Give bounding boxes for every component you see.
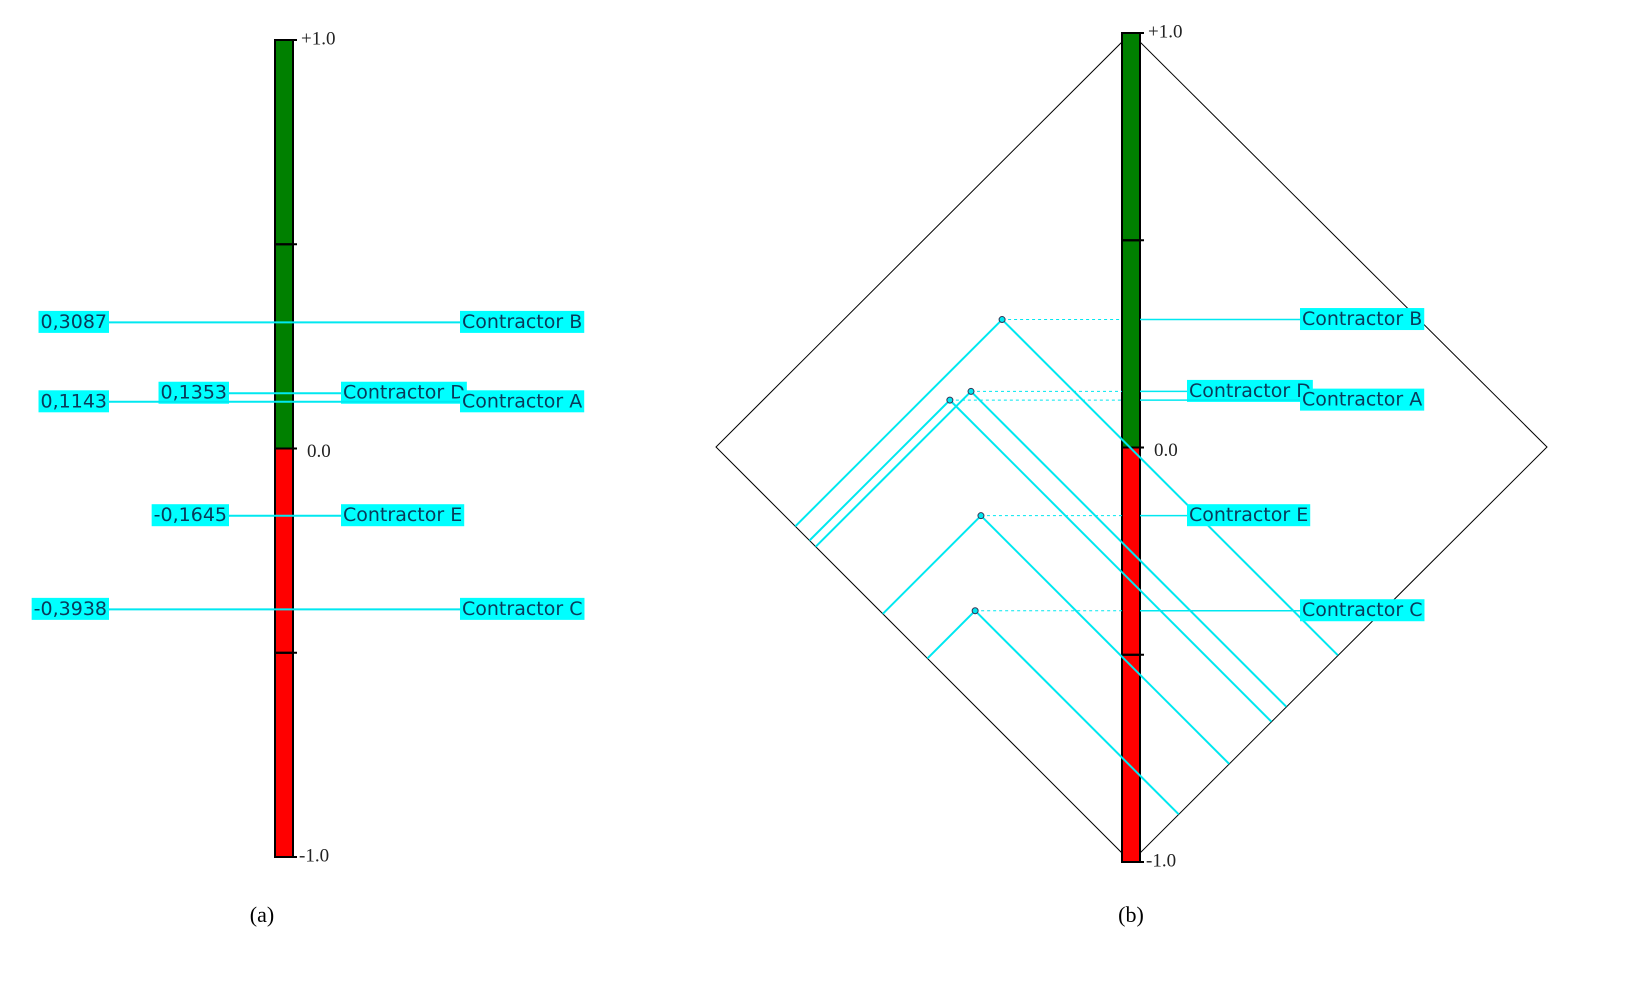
ray bbox=[974, 610, 1180, 815]
item-name: Contractor B bbox=[1302, 308, 1422, 330]
scale-label: 0.0 bbox=[1154, 440, 1178, 461]
item-name-box bbox=[460, 310, 585, 333]
scale-label: +1.0 bbox=[1148, 21, 1182, 42]
value-label-box bbox=[31, 597, 109, 620]
item-name: Contractor A bbox=[462, 390, 582, 412]
scale-segment bbox=[1121, 239, 1141, 449]
scale-label: -1.0 bbox=[299, 845, 329, 866]
point bbox=[971, 607, 979, 615]
scale-segment bbox=[274, 651, 294, 858]
point bbox=[946, 396, 954, 404]
item-name-box bbox=[1187, 504, 1311, 527]
value-label-box bbox=[38, 310, 109, 333]
scale-segment bbox=[274, 243, 294, 450]
value-label-box bbox=[38, 390, 109, 413]
item-name: Contractor C bbox=[462, 598, 582, 620]
value-label-box bbox=[158, 381, 229, 404]
value-label: 0,3087 bbox=[41, 311, 107, 333]
ray bbox=[949, 399, 1273, 723]
value-label: 0,1353 bbox=[161, 382, 227, 404]
ray bbox=[970, 390, 1287, 708]
item-name: Contractor E bbox=[1189, 504, 1308, 526]
scale-label: +1.0 bbox=[301, 28, 335, 49]
item-name-box bbox=[460, 597, 585, 620]
scale-segment bbox=[1121, 653, 1141, 863]
item-name: Contractor B bbox=[462, 311, 582, 333]
value-label: -0,3938 bbox=[34, 598, 107, 620]
ray bbox=[980, 514, 1230, 765]
item-name-box bbox=[341, 381, 467, 404]
item-name: Contractor D bbox=[343, 382, 465, 404]
scale-segment bbox=[1121, 32, 1141, 242]
ray bbox=[808, 399, 951, 542]
ray bbox=[1001, 318, 1339, 656]
value-label: -0,1645 bbox=[154, 504, 227, 526]
ray bbox=[815, 390, 972, 548]
scale-label: -1.0 bbox=[1146, 850, 1176, 871]
item-name-box bbox=[1300, 388, 1425, 411]
caption: (b) bbox=[1118, 902, 1144, 927]
point bbox=[977, 512, 985, 520]
ray bbox=[926, 610, 976, 660]
item-name: Contractor C bbox=[1302, 599, 1422, 621]
item-name-box bbox=[341, 504, 465, 527]
ray bbox=[882, 514, 982, 615]
point bbox=[998, 316, 1006, 324]
scale-label: 0.0 bbox=[307, 441, 331, 462]
item-name: Contractor D bbox=[1189, 380, 1311, 402]
item-name-box bbox=[460, 390, 585, 413]
point bbox=[967, 387, 975, 395]
scale-segment bbox=[274, 39, 294, 246]
item-name-box bbox=[1300, 599, 1425, 622]
ray bbox=[794, 318, 1003, 528]
item-name: Contractor E bbox=[343, 504, 462, 526]
item-name-box bbox=[1300, 308, 1425, 331]
item-name-box bbox=[1187, 379, 1313, 402]
scale-segment bbox=[274, 447, 294, 654]
value-label: 0,1143 bbox=[41, 390, 107, 412]
value-label-box bbox=[151, 504, 229, 527]
caption: (a) bbox=[250, 902, 274, 927]
item-name: Contractor A bbox=[1302, 389, 1422, 411]
